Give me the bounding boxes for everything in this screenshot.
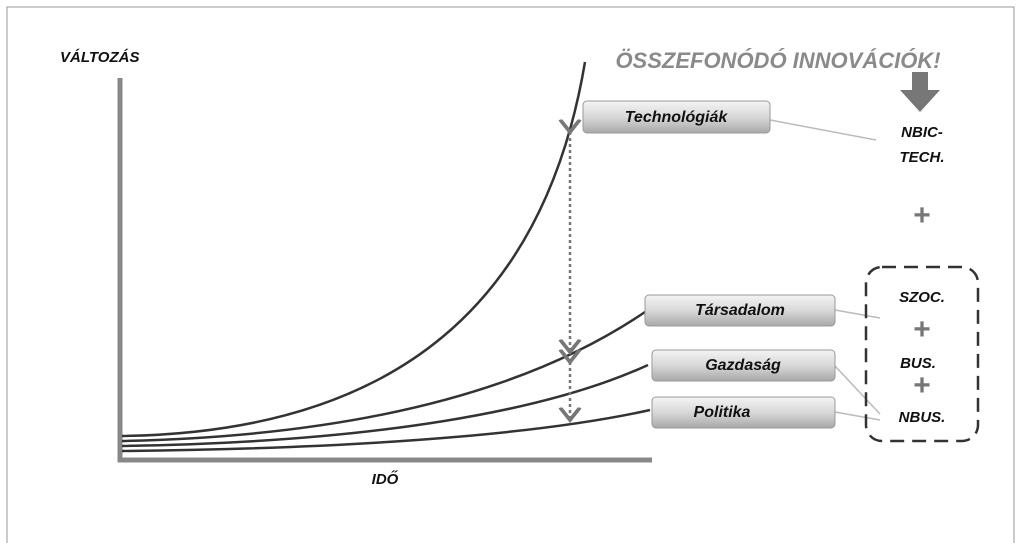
group-item: SZOC. — [899, 289, 945, 306]
curve-label: Társadalom — [695, 302, 785, 319]
curve — [121, 61, 587, 438]
curve-label: Gazdaság — [705, 357, 781, 374]
label-box — [582, 100, 771, 134]
plus: + — [913, 369, 931, 402]
curve — [121, 310, 646, 443]
plus: + — [913, 313, 931, 346]
curve-label: Technológiák — [625, 109, 729, 126]
x-axis-label: IDŐ — [372, 470, 399, 488]
connector — [834, 365, 881, 415]
connector — [769, 119, 877, 141]
connector — [834, 309, 881, 319]
down-arrow — [900, 72, 940, 112]
nbic-line: NBIC- — [901, 124, 943, 141]
label-box — [644, 294, 836, 327]
frame — [6, 6, 1015, 543]
plus: + — [913, 199, 931, 232]
label-box — [651, 396, 836, 429]
curve-label: Politika — [694, 404, 751, 421]
headline: ÖSSZEFONÓDÓ INNOVÁCIÓK! — [615, 48, 940, 73]
y-axis-label: VÁLTOZÁS — [60, 49, 139, 66]
curve — [121, 408, 651, 453]
dashed-group — [864, 265, 980, 443]
curve — [121, 363, 649, 448]
group-item: BUS. — [900, 355, 936, 372]
curves — [121, 61, 651, 453]
label-boxes — [582, 100, 836, 429]
group-item: NBUS. — [899, 409, 946, 426]
connectors — [769, 119, 881, 421]
nbic-line: TECH. — [900, 149, 945, 166]
connector — [834, 411, 881, 421]
label-box — [651, 349, 836, 382]
